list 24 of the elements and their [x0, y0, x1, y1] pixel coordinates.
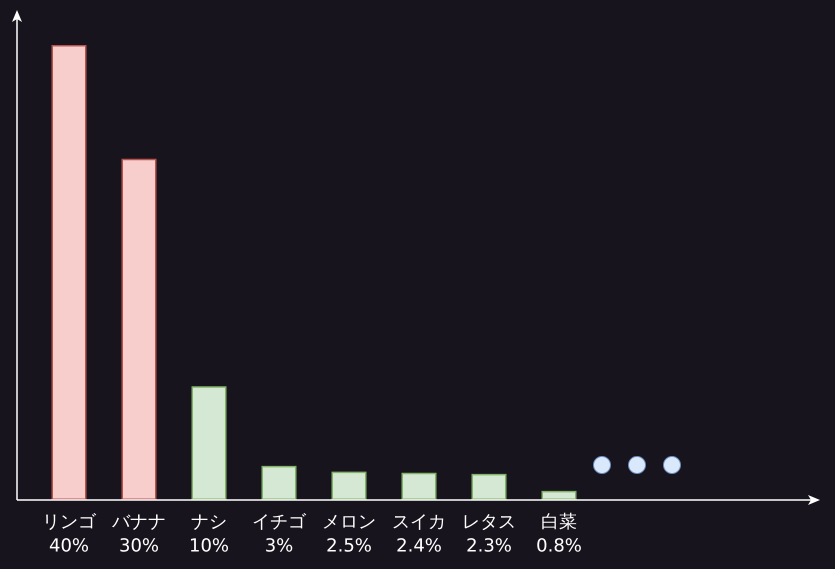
- x-tick-label: ナシ: [191, 512, 227, 532]
- data-label: 0.8%: [536, 536, 582, 556]
- x-tick-label: 白菜: [541, 512, 577, 532]
- data-label: 40%: [48, 536, 90, 556]
- x-tick-label: リンゴ: [42, 512, 97, 532]
- bar: [52, 45, 86, 500]
- x-tick-label: イチゴ: [252, 512, 307, 532]
- data-label: 3%: [264, 536, 294, 556]
- data-label: 10%: [188, 536, 230, 556]
- x-tick-label: レタス: [462, 512, 516, 532]
- data-label: 2.4%: [396, 536, 442, 556]
- x-tick-label: スイカ: [392, 512, 446, 532]
- x-tick-label: メロン: [322, 512, 376, 532]
- bar: [542, 490, 576, 500]
- data-label: 30%: [118, 536, 160, 556]
- x-tick-label: バナナ: [111, 512, 166, 532]
- bar: [472, 474, 506, 500]
- bar: [262, 466, 296, 500]
- data-label: 2.3%: [466, 536, 512, 556]
- bar: [122, 158, 156, 500]
- bar: [402, 472, 436, 500]
- bar: [332, 472, 366, 500]
- bar: [192, 386, 226, 500]
- data-label: 2.5%: [326, 536, 372, 556]
